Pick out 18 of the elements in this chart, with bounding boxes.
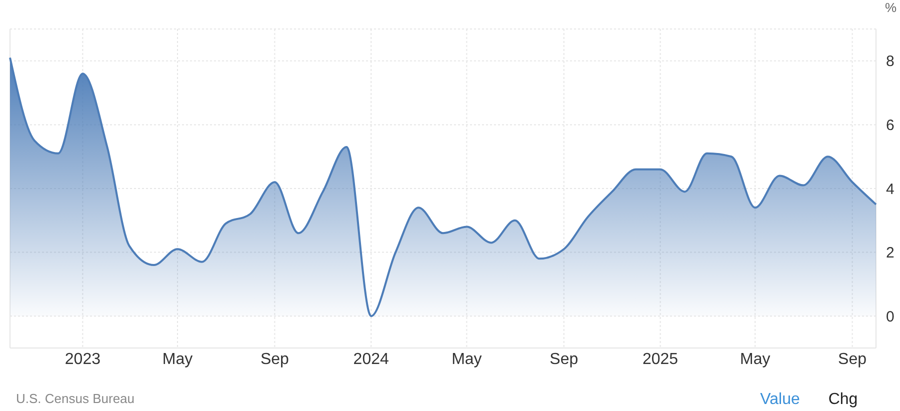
x-tick-label: 2024: [353, 351, 389, 368]
x-tick-label: May: [452, 351, 482, 368]
x-tick-label: 2023: [64, 351, 101, 368]
y-axis-title: %: [885, 0, 897, 15]
text: U.S. Census Bureau: [16, 391, 135, 406]
y-tick-label: 8: [886, 53, 894, 70]
y-tick-label: 6: [886, 116, 894, 134]
x-tick-label: Sep: [260, 351, 290, 368]
x-tick-label: Sep: [550, 351, 578, 368]
text: Chg: [828, 391, 858, 408]
text: Value: [760, 391, 800, 408]
x-tick-label: May: [162, 351, 193, 368]
y-tick-label: 4: [886, 180, 894, 198]
x-tick-label: Sep: [838, 351, 867, 368]
y-tick-label: 0: [886, 308, 894, 326]
y-tick-label: 2: [886, 244, 894, 262]
x-tick-label: May: [740, 351, 770, 368]
x-tick-label: 2025: [642, 351, 678, 368]
